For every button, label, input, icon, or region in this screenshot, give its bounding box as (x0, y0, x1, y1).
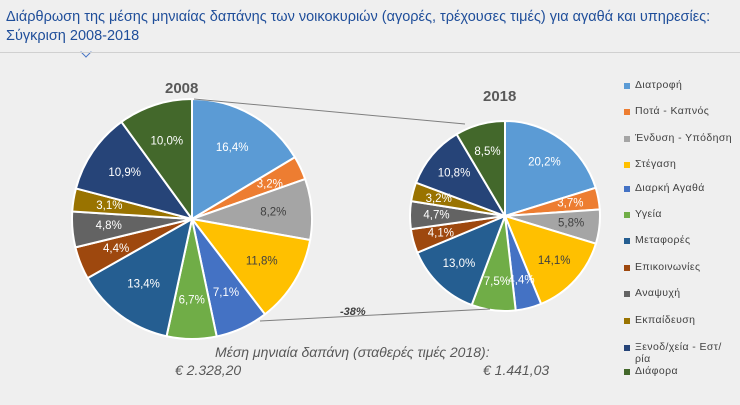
legend-label: Επικοινωνίες (635, 261, 701, 273)
legend-swatch (624, 265, 630, 271)
slice-label-2018-10: 10,8% (438, 167, 471, 179)
slice-label-2008-4: 7,1% (213, 287, 239, 299)
legend-item: Μεταφορές (620, 234, 738, 263)
change-label: -38% (340, 306, 366, 318)
slice-label-2008-11: 10,0% (150, 135, 183, 147)
slice-label-2008-0: 16,4% (216, 142, 249, 154)
slice-2018-0 (504, 119, 597, 218)
slice-label-2018-1: 3,7% (557, 198, 583, 210)
slice-label-2018-7: 4,1% (428, 228, 454, 240)
legend-label: Διαρκή Αγαθά (635, 182, 705, 194)
slice-label-2018-8: 4,7% (423, 209, 449, 221)
slice-label-2008-3: 11,8% (246, 255, 278, 267)
legend-label: Μεταφορές (635, 234, 691, 246)
slice-label-2008-10: 10,9% (108, 167, 141, 179)
legend-label: Ένδυση - Υπόδηση (635, 132, 733, 144)
legend-label: Εκπαίδευση (635, 314, 696, 326)
slice-2008-6 (86, 217, 194, 338)
slice-label-2018-5: 7,5% (484, 276, 510, 288)
legend-swatch (624, 212, 630, 218)
slice-2008-10 (74, 120, 195, 221)
connector-line-0 (193, 98, 466, 125)
footer-caption: Μέση μηνιαία δαπάνη (σταθερές τιμές 2018… (215, 344, 490, 360)
legend-swatch (624, 109, 630, 115)
slice-label-2018-9: 3,2% (426, 193, 452, 205)
legend-swatch (624, 186, 630, 192)
legend-item: Στέγαση (620, 158, 738, 187)
slice-label-2008-1: 3,2% (257, 178, 283, 190)
slice-label-2018-2: 5,8% (558, 218, 584, 230)
pie-title-2018: 2018 (483, 88, 516, 105)
slice-label-2018-0: 20,2% (528, 156, 561, 168)
legend-item: Ένδυση - Υπόδηση (620, 132, 738, 161)
legend-item: Επικοινωνίες (620, 261, 738, 290)
legend-swatch (624, 238, 630, 244)
slice-label-2018-3: 14,1% (538, 255, 571, 267)
legend-label: Στέγαση (635, 158, 677, 170)
legend-swatch (624, 291, 630, 297)
legend-item: Υγεία (620, 208, 738, 237)
legend-label: Ξενοδ/χεία - Εστ/ρία (635, 341, 722, 365)
legend-swatch (624, 83, 630, 89)
pie-title-2008: 2008 (165, 80, 198, 97)
footer-value-2008: € 2.328,20 (175, 362, 242, 378)
legend-label: Διατροφή (635, 79, 683, 91)
slice-label-2008-9: 3,1% (96, 200, 122, 212)
slice-label-2018-6: 13,0% (443, 258, 476, 270)
connector-line-1 (259, 308, 491, 322)
legend-swatch (624, 318, 630, 324)
title-divider (0, 52, 740, 53)
legend-swatch (624, 369, 630, 375)
legend-label: Υγεία (635, 208, 662, 220)
slice-label-2008-2: 8,2% (260, 206, 286, 218)
legend-item: Διαρκή Αγαθά (620, 182, 738, 211)
slice-label-2018-11: 8,5% (474, 146, 500, 158)
slice-label-2018-4: 4,4% (508, 274, 534, 286)
slice-label-2008-5: 6,7% (179, 295, 205, 307)
legend-swatch (624, 136, 630, 142)
slice-2018-6 (416, 214, 507, 307)
slice-2008-11 (120, 97, 193, 223)
footer-value-2018: € 1.441,03 (483, 362, 550, 378)
legend-label: Ποτά - Καπνός (635, 105, 710, 117)
legend-label: Αναψυχή (635, 287, 681, 299)
slice-label-2008-8: 4,8% (96, 220, 122, 232)
legend-swatch (624, 345, 630, 351)
legend-item: Διατροφή (620, 79, 738, 108)
legend-label: Διάφορα (635, 365, 678, 377)
legend-swatch (624, 162, 630, 168)
legend-item: Αναψυχή (620, 287, 738, 316)
legend-item: Διάφορα (620, 365, 738, 394)
slice-2018-11 (455, 119, 506, 220)
slice-label-2008-6: 13,4% (127, 279, 160, 291)
chart-title: Διάρθρωση της μέσης μηνιαίας δαπάνης των… (6, 9, 711, 44)
slice-2008-3 (189, 217, 312, 316)
legend-item: Ξενοδ/χεία - Εστ/ρία (620, 341, 738, 370)
legend-item: Εκπαίδευση (620, 314, 738, 343)
legend-item: Ποτά - Καπνός (620, 105, 738, 134)
slice-label-2008-7: 4,4% (103, 243, 129, 255)
slice-2018-3 (503, 214, 598, 306)
